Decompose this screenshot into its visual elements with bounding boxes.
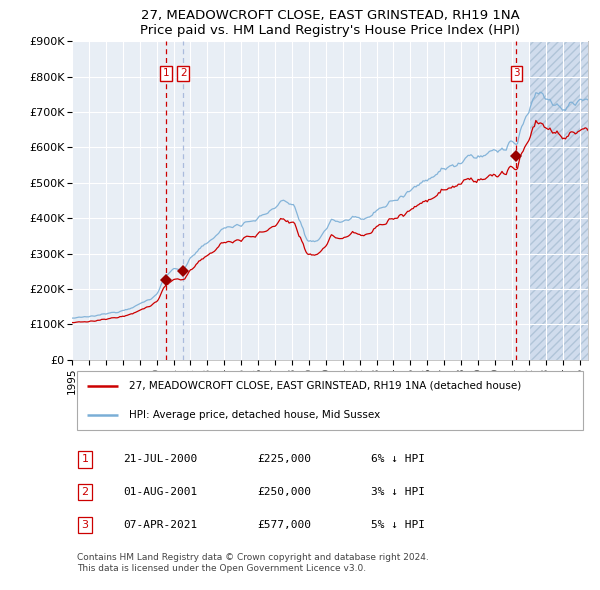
Text: 3% ↓ HPI: 3% ↓ HPI (371, 487, 425, 497)
Text: HPI: Average price, detached house, Mid Sussex: HPI: Average price, detached house, Mid … (129, 410, 380, 420)
Text: 2: 2 (82, 487, 88, 497)
Text: 2: 2 (180, 68, 187, 78)
Bar (529, 41, 588, 360)
Text: 3: 3 (513, 68, 520, 78)
Title: 27, MEADOWCROFT CLOSE, EAST GRINSTEAD, RH19 1NA
Price paid vs. HM Land Registry': 27, MEADOWCROFT CLOSE, EAST GRINSTEAD, R… (140, 9, 520, 37)
Text: £577,000: £577,000 (258, 520, 312, 530)
Text: £250,000: £250,000 (258, 487, 312, 497)
Bar (529, 41, 588, 360)
Text: 1: 1 (82, 454, 88, 464)
Text: 21-JUL-2000: 21-JUL-2000 (124, 454, 198, 464)
Text: £225,000: £225,000 (258, 454, 312, 464)
Text: 3: 3 (82, 520, 88, 530)
Text: 6% ↓ HPI: 6% ↓ HPI (371, 454, 425, 464)
Text: 07-APR-2021: 07-APR-2021 (124, 520, 198, 530)
Text: 1: 1 (163, 68, 169, 78)
Text: Contains HM Land Registry data © Crown copyright and database right 2024.
This d: Contains HM Land Registry data © Crown c… (77, 553, 429, 573)
Text: 5% ↓ HPI: 5% ↓ HPI (371, 520, 425, 530)
Text: 27, MEADOWCROFT CLOSE, EAST GRINSTEAD, RH19 1NA (detached house): 27, MEADOWCROFT CLOSE, EAST GRINSTEAD, R… (129, 381, 521, 391)
FancyBboxPatch shape (77, 371, 583, 431)
Text: 01-AUG-2001: 01-AUG-2001 (124, 487, 198, 497)
